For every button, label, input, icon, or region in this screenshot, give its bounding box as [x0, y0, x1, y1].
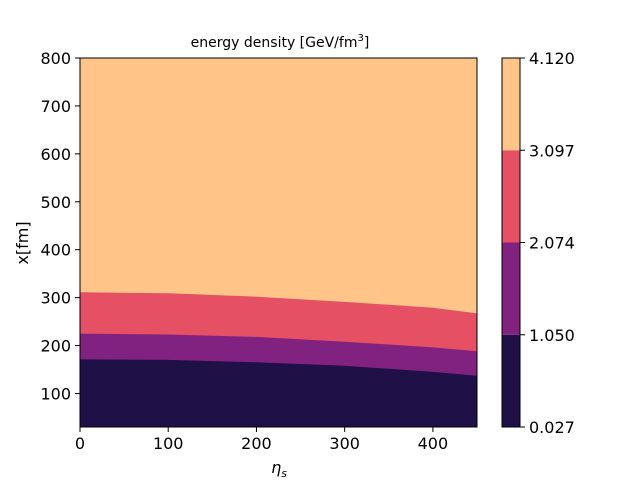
y-tick-label: 300: [40, 289, 71, 308]
colorbar-tick-label: 4.120: [529, 49, 575, 68]
chart-title: energy density [GeV/fm3]: [191, 33, 370, 51]
plot-area: [79, 57, 478, 428]
x-axis-label: ηs: [271, 458, 287, 480]
colorbar-tick-label: 0.027: [529, 418, 575, 437]
y-tick-label: 200: [40, 337, 71, 356]
x-tick-label: 300: [329, 434, 360, 453]
x-axis-label-symbol: η: [271, 458, 281, 477]
colorbar: 0.027 1.050 2.074 3.097 4.120: [501, 49, 575, 437]
colorbar-segment: [502, 150, 520, 243]
x-tick-label: 200: [241, 434, 272, 453]
y-tick-label: 700: [40, 97, 71, 116]
chart-title-superscript: 3: [357, 33, 363, 44]
chart-title-end: ]: [364, 35, 369, 51]
colorbar-tick-label: 1.050: [529, 326, 575, 345]
colorbar-segment: [502, 242, 520, 335]
y-tick-label: 400: [40, 241, 71, 260]
y-axis-label: x[fm]: [13, 221, 32, 264]
chart-title-main: energy density [GeV/fm: [191, 35, 358, 51]
y-tick-label: 600: [40, 145, 71, 164]
colorbar-segment: [502, 58, 520, 151]
x-tick-label: 0: [75, 434, 85, 453]
y-axis-ticks: 100 200 300 400 500 600 700 800: [40, 49, 80, 403]
plot-frame: [79, 57, 478, 428]
contour-band-level-1: [80, 359, 477, 427]
y-tick-label: 500: [40, 193, 71, 212]
y-tick-label: 800: [40, 49, 71, 68]
colorbar-tick-label: 3.097: [529, 141, 575, 160]
x-tick-label: 100: [153, 434, 184, 453]
colorbar-tick-label: 2.074: [529, 234, 575, 253]
x-axis-label-subscript: s: [281, 467, 287, 480]
x-tick-label: 400: [418, 434, 449, 453]
colorbar-segment: [502, 334, 520, 427]
y-tick-label: 100: [40, 384, 71, 403]
x-axis-ticks: 0 100 200 300 400: [75, 427, 448, 453]
